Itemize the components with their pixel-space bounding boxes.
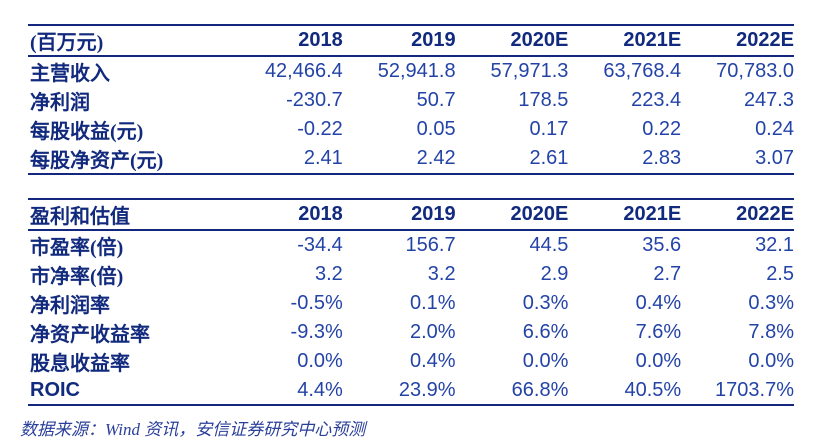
cell-value: 42,466.4 bbox=[264, 60, 343, 82]
year-header-2020e: 2020E bbox=[455, 199, 569, 231]
cell-value: 44.5 bbox=[529, 234, 569, 256]
year-header-2019: 2019 bbox=[342, 199, 456, 231]
cell-value: 3.2 bbox=[427, 263, 456, 285]
cell-value: 178.5 bbox=[518, 89, 569, 111]
income-table-header-row: (百万元) 2018 2019 2020E 2021E 2022E bbox=[28, 25, 794, 57]
cell-value: 40.5% bbox=[624, 378, 682, 401]
row-label: 每股净资产(元) bbox=[30, 150, 164, 172]
table-row-eps: 每股收益(元) -0.22 0.05 0.17 0.22 0.24 bbox=[28, 115, 794, 144]
row-label: 市盈率(倍) bbox=[30, 237, 124, 259]
cell-value: 1703.7% bbox=[715, 378, 794, 401]
row-label: 市净率(倍) bbox=[30, 266, 124, 288]
cell-value: 32.1 bbox=[755, 234, 794, 256]
row-label: 股息收益率 bbox=[30, 353, 130, 375]
cell-value: 2.41 bbox=[303, 147, 343, 169]
cell-value: -0.5% bbox=[290, 292, 343, 314]
cell-value: 63,768.4 bbox=[603, 60, 682, 82]
year-header-2020e: 2020E bbox=[455, 25, 569, 57]
year-header-2018: 2018 bbox=[230, 25, 343, 57]
income-summary-table: (百万元) 2018 2019 2020E 2021E 2022E 主营收入 4… bbox=[28, 24, 794, 175]
cell-value: 3.2 bbox=[314, 263, 343, 285]
cell-value: 2.61 bbox=[529, 147, 569, 169]
cell-value: 4.4% bbox=[297, 378, 343, 401]
cell-value: 0.4% bbox=[410, 350, 456, 372]
cell-value: 2.0% bbox=[410, 321, 456, 343]
year-header-2019: 2019 bbox=[342, 25, 456, 57]
cell-value: 2.42 bbox=[416, 147, 456, 169]
cell-value: 3.07 bbox=[755, 147, 794, 169]
table-row-pb: 市净率(倍) 3.2 3.2 2.9 2.7 2.5 bbox=[28, 260, 794, 289]
cell-value: 2.5 bbox=[766, 263, 794, 285]
cell-value: 0.1% bbox=[410, 292, 456, 314]
cell-value: 0.0% bbox=[748, 350, 794, 372]
cell-value: -34.4 bbox=[297, 234, 343, 256]
year-header-2021e: 2021E bbox=[568, 199, 682, 231]
row-label: 净利润 bbox=[30, 92, 90, 114]
cell-value: 0.3% bbox=[748, 292, 794, 314]
table-row-dividend-yield: 股息收益率 0.0% 0.4% 0.0% 0.0% 0.0% bbox=[28, 347, 794, 376]
valuation-table: 盈利和估值 2018 2019 2020E 2021E 2022E 市盈率(倍)… bbox=[28, 198, 794, 406]
cell-value: 223.4 bbox=[631, 89, 682, 111]
row-label: 每股收益(元) bbox=[30, 121, 144, 143]
cell-value: 66.8% bbox=[511, 378, 569, 401]
cell-value: -9.3% bbox=[290, 321, 343, 343]
cell-value: 0.0% bbox=[297, 350, 343, 372]
cell-value: 35.6 bbox=[642, 234, 682, 256]
cell-value: 0.0% bbox=[635, 350, 682, 372]
cell-value: 50.7 bbox=[416, 89, 456, 111]
row-label: ROIC bbox=[30, 378, 80, 401]
valuation-title-header: 盈利和估值 bbox=[28, 199, 230, 231]
unit-header: (百万元) bbox=[28, 25, 230, 57]
cell-value: -230.7 bbox=[286, 89, 343, 111]
cell-value: 2.9 bbox=[540, 263, 569, 285]
cell-value: -0.22 bbox=[297, 118, 343, 140]
data-source-note: 数据来源：Wind 资讯，安信证券研究中心预测 bbox=[20, 420, 366, 439]
cell-value: 247.3 bbox=[743, 89, 794, 111]
table-row-net-profit: 净利润 -230.7 50.7 178.5 223.4 247.3 bbox=[28, 86, 794, 115]
cell-value: 7.6% bbox=[635, 321, 682, 343]
table-row-pe: 市盈率(倍) -34.4 156.7 44.5 35.6 32.1 bbox=[28, 230, 794, 260]
cell-value: 23.9% bbox=[398, 378, 456, 401]
cell-value: 0.0% bbox=[522, 350, 569, 372]
cell-value: 6.6% bbox=[522, 321, 569, 343]
cell-value: 2.7 bbox=[653, 263, 682, 285]
cell-value: 7.8% bbox=[748, 321, 794, 343]
valuation-table-header-row: 盈利和估值 2018 2019 2020E 2021E 2022E bbox=[28, 199, 794, 231]
table-row-net-margin: 净利润率 -0.5% 0.1% 0.3% 0.4% 0.3% bbox=[28, 289, 794, 318]
cell-value: 0.3% bbox=[522, 292, 569, 314]
row-label: 主营收入 bbox=[30, 63, 110, 85]
cell-value: 52,941.8 bbox=[377, 60, 456, 82]
cell-value: 0.17 bbox=[529, 118, 569, 140]
cell-value: 70,783.0 bbox=[716, 60, 794, 82]
year-header-2022e: 2022E bbox=[681, 25, 794, 57]
table-row-bvps: 每股净资产(元) 2.41 2.42 2.61 2.83 3.07 bbox=[28, 144, 794, 174]
cell-value: 0.24 bbox=[755, 118, 794, 140]
cell-value: 0.4% bbox=[635, 292, 682, 314]
cell-value: 156.7 bbox=[405, 234, 456, 256]
cell-value: 57,971.3 bbox=[490, 60, 569, 82]
cell-value: 0.05 bbox=[416, 118, 456, 140]
cell-value: 2.83 bbox=[642, 147, 682, 169]
year-header-2018: 2018 bbox=[230, 199, 343, 231]
table-gap bbox=[28, 175, 794, 198]
row-label: 净利润率 bbox=[30, 295, 110, 317]
row-label: 净资产收益率 bbox=[30, 324, 150, 346]
table-row-roic: ROIC 4.4% 23.9% 66.8% 40.5% 1703.7% bbox=[28, 376, 794, 405]
tables-container: (百万元) 2018 2019 2020E 2021E 2022E 主营收入 4… bbox=[20, 24, 794, 440]
cell-value: 0.22 bbox=[642, 118, 682, 140]
table-row-roe: 净资产收益率 -9.3% 2.0% 6.6% 7.6% 7.8% bbox=[28, 318, 794, 347]
year-header-2022e: 2022E bbox=[681, 199, 794, 231]
year-header-2021e: 2021E bbox=[568, 25, 682, 57]
table-row-revenue: 主营收入 42,466.4 52,941.8 57,971.3 63,768.4… bbox=[28, 56, 794, 86]
